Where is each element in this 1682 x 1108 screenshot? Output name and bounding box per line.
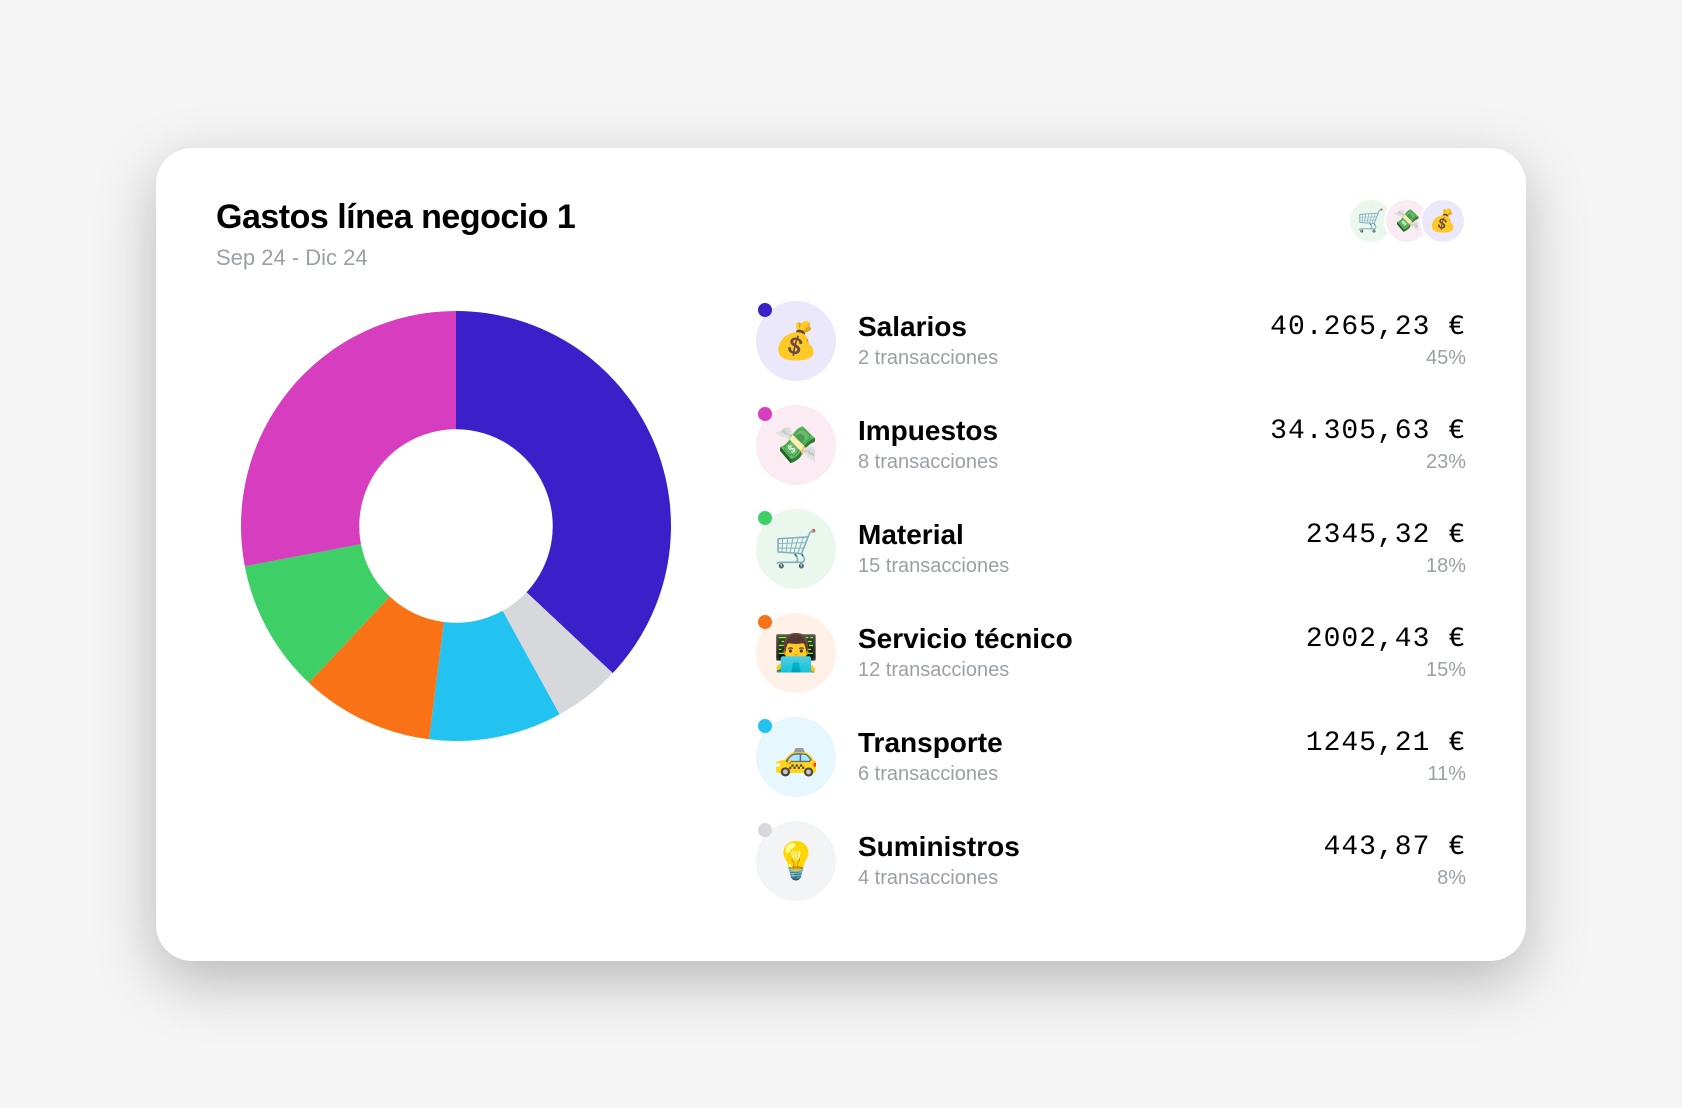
header-badges: 🛒💸💰 (1358, 198, 1466, 244)
category-color-dot (758, 303, 772, 317)
category-percent: 11% (1306, 763, 1466, 786)
header-badge[interactable]: 💰 (1420, 198, 1466, 244)
category-transactions: 8 transacciones (858, 451, 998, 474)
category-row[interactable]: 💰 Salarios 2 transacciones 40.265,23 € 45% (756, 301, 1466, 381)
category-row[interactable]: 🛒 Material 15 transacciones 2345,32 € 18% (756, 509, 1466, 589)
category-text: Material 15 transacciones 2345,32 € 18% (858, 519, 1466, 578)
category-row[interactable]: 💸 Impuestos 8 transacciones 34.305,63 € 23% (756, 405, 1466, 485)
category-percent: 45% (1270, 347, 1466, 370)
category-list: 💰 Salarios 2 transacciones 40.265,23 € 45% 💸 I… (756, 301, 1466, 901)
category-percent: 18% (1306, 555, 1466, 578)
category-row[interactable]: 🚕 Transporte 6 transacciones 1245,21 € 11% (756, 717, 1466, 797)
category-icon-wrap: 💸 (756, 405, 836, 485)
expenses-card: Gastos línea negocio 1 Sep 24 - Dic 24 🛒… (156, 148, 1526, 961)
category-text: Impuestos 8 transacciones 34.305,63 € 23% (858, 415, 1466, 474)
category-transactions: 2 transacciones (858, 347, 998, 370)
category-color-dot (758, 615, 772, 629)
category-icon-wrap: 🚕 (756, 717, 836, 797)
category-name: Transporte (858, 727, 1003, 759)
category-icon-wrap: 👨‍💻 (756, 613, 836, 693)
card-content: 💰 Salarios 2 transacciones 40.265,23 € 45% 💸 I… (216, 301, 1466, 901)
category-amount: 40.265,23 € (1270, 312, 1466, 343)
category-text: Suministros 4 transacciones 443,87 € 8% (858, 831, 1466, 890)
category-name: Impuestos (858, 415, 998, 447)
date-range: Sep 24 - Dic 24 (216, 245, 575, 271)
category-icon-wrap: 💡 (756, 821, 836, 901)
category-text: Salarios 2 transacciones 40.265,23 € 45% (858, 311, 1466, 370)
category-name: Suministros (858, 831, 1020, 863)
category-transactions: 4 transacciones (858, 867, 1020, 890)
category-percent: 15% (1306, 659, 1466, 682)
category-row[interactable]: 👨‍💻 Servicio técnico 12 transacciones 2002,… (756, 613, 1466, 693)
category-percent: 23% (1270, 451, 1466, 474)
category-amount: 443,87 € (1324, 832, 1466, 863)
category-transactions: 6 transacciones (858, 763, 1003, 786)
category-color-dot (758, 719, 772, 733)
category-amount: 2002,43 € (1306, 624, 1466, 655)
donut-chart-area (216, 301, 696, 901)
donut-slice (241, 311, 456, 566)
category-amount: 34.305,63 € (1270, 416, 1466, 447)
category-percent: 8% (1324, 867, 1466, 890)
category-icon-wrap: 🛒 (756, 509, 836, 589)
card-title: Gastos línea negocio 1 (216, 198, 575, 237)
category-color-dot (758, 407, 772, 421)
category-color-dot (758, 823, 772, 837)
category-name: Servicio técnico (858, 623, 1073, 655)
card-header: Gastos línea negocio 1 Sep 24 - Dic 24 🛒… (216, 198, 1466, 271)
category-icon-wrap: 💰 (756, 301, 836, 381)
category-row[interactable]: 💡 Suministros 4 transacciones 443,87 € 8% (756, 821, 1466, 901)
category-amount: 2345,32 € (1306, 520, 1466, 551)
category-color-dot (758, 511, 772, 525)
category-amount: 1245,21 € (1306, 728, 1466, 759)
category-text: Servicio técnico 12 transacciones 2002,43 … (858, 623, 1466, 682)
header-titles: Gastos línea negocio 1 Sep 24 - Dic 24 (216, 198, 575, 271)
category-transactions: 15 transacciones (858, 555, 1009, 578)
donut-chart (241, 311, 671, 741)
category-name: Salarios (858, 311, 998, 343)
category-text: Transporte 6 transacciones 1245,21 € 11% (858, 727, 1466, 786)
category-transactions: 12 transacciones (858, 659, 1073, 682)
category-name: Material (858, 519, 1009, 551)
